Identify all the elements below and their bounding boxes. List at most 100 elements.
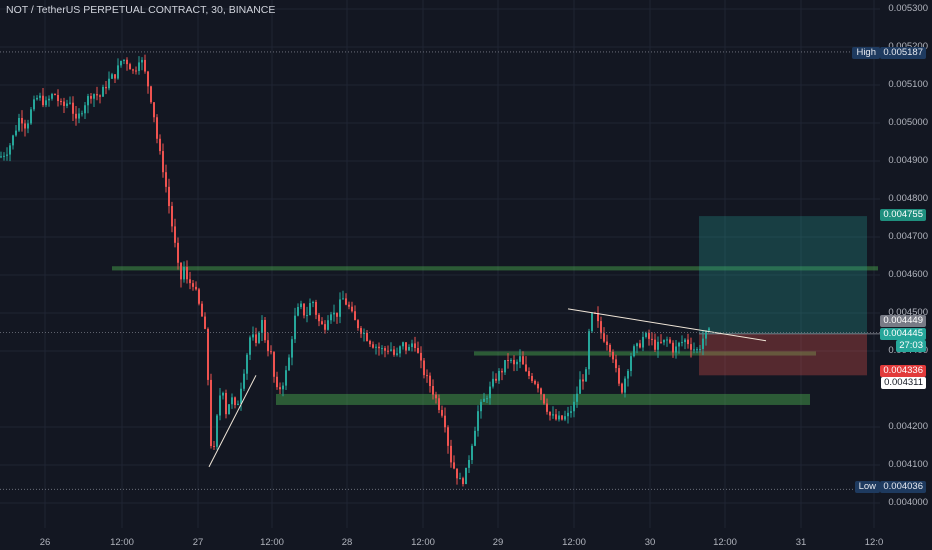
candle-body — [408, 346, 410, 351]
time-tick-label: 12:00 — [110, 537, 134, 548]
candle-body — [327, 320, 329, 330]
candle-body — [273, 352, 275, 377]
candle-body — [543, 394, 545, 404]
candle-body — [300, 303, 302, 308]
candle-body — [297, 307, 299, 316]
candle-body — [630, 356, 632, 371]
candle-body — [249, 337, 251, 355]
candle-body — [195, 286, 197, 290]
candle-body — [96, 94, 98, 96]
candle-body — [42, 95, 44, 106]
high-price-tag: 0.005187 — [880, 47, 926, 59]
candle-body — [459, 478, 461, 480]
candle-body — [33, 99, 35, 110]
candle-body — [510, 359, 512, 361]
chart-title: NOT / TetherUS PERPETUAL CONTRACT, 30, B… — [6, 4, 276, 16]
candle-body — [168, 186, 170, 207]
candle-body — [108, 78, 110, 89]
candle-body — [12, 135, 14, 146]
candle-body — [477, 411, 479, 431]
candle-body — [672, 342, 674, 353]
candle-body — [444, 415, 446, 428]
candle-body — [60, 101, 62, 103]
candle-body — [603, 333, 605, 342]
candle-body — [345, 298, 347, 305]
candle-body — [654, 339, 656, 350]
candle-body — [204, 316, 206, 329]
candle-body — [21, 117, 23, 124]
candle-body — [642, 336, 644, 348]
candle-body — [372, 344, 374, 348]
candle-body — [45, 100, 47, 106]
profit-target-zone — [699, 216, 867, 334]
candle-body — [252, 334, 254, 338]
candle-body — [483, 398, 485, 402]
candle-body — [597, 313, 599, 322]
candle-body — [141, 59, 143, 63]
time-tick-label: 12:00 — [713, 537, 737, 548]
candle-body — [207, 328, 209, 380]
candle-body — [528, 371, 530, 376]
candle-body — [681, 342, 683, 344]
candle-body — [102, 86, 104, 97]
time-tick-label: 12:00 — [411, 537, 435, 548]
candle-body — [288, 357, 290, 371]
candle-body — [84, 105, 86, 114]
candle-body — [72, 102, 74, 114]
candle-body — [687, 339, 689, 345]
price-tick-label: 0.004900 — [888, 155, 928, 166]
candle-body — [462, 478, 464, 485]
candle-body — [489, 386, 491, 399]
candle-body — [537, 383, 539, 389]
candle-body — [636, 343, 638, 347]
candle-body — [570, 411, 572, 413]
candle-body — [69, 102, 71, 104]
candle-body — [126, 59, 128, 65]
trendline — [208, 375, 257, 468]
candle-body — [210, 379, 212, 447]
candle-body — [519, 356, 521, 362]
trendlines[interactable] — [208, 308, 767, 468]
candle-body — [696, 349, 698, 351]
candle-body — [450, 445, 452, 463]
stop-loss-zone — [699, 333, 867, 376]
candle-body — [546, 403, 548, 412]
candle-body — [312, 301, 314, 304]
candle-body — [99, 95, 101, 97]
candle-body — [66, 103, 68, 106]
candle-body — [678, 342, 680, 347]
candle-body — [567, 412, 569, 417]
candle-body — [282, 385, 284, 390]
stop-price-tag: 0.004336 — [880, 365, 926, 377]
candle-body — [492, 378, 494, 387]
candle-body — [399, 346, 401, 354]
candle-body — [426, 375, 428, 377]
candle-body — [381, 348, 383, 350]
candle-body — [144, 59, 146, 72]
candle-body — [333, 312, 335, 315]
candle-body — [429, 375, 431, 387]
candle-body — [585, 369, 587, 382]
candle-body — [390, 349, 392, 351]
candle-body — [264, 319, 266, 341]
price-tick-label: 0.005200 — [888, 41, 928, 52]
candle-body — [222, 392, 224, 396]
candle-body — [465, 467, 467, 485]
candle-body — [75, 113, 77, 119]
candle-body — [153, 102, 155, 118]
candle-body — [474, 430, 476, 446]
price-tick-label: 0.004500 — [888, 307, 928, 318]
candle-body — [534, 380, 536, 384]
candle-body — [513, 359, 515, 365]
candle-body — [30, 109, 32, 124]
long-position-tool[interactable] — [699, 216, 880, 376]
candle-body — [615, 359, 617, 369]
candle-body — [576, 393, 578, 402]
candle-body — [198, 289, 200, 304]
candle-body — [120, 60, 122, 66]
candle-body — [303, 303, 305, 316]
candle-body — [621, 383, 623, 393]
candle-body — [18, 117, 20, 131]
low-price-tag: 0.004036 — [880, 481, 926, 493]
